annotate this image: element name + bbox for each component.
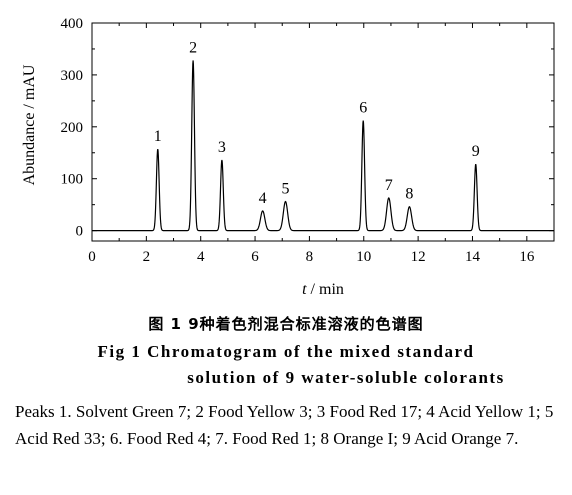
peak-label: 3: [218, 139, 226, 156]
x-tick-label: 12: [411, 249, 426, 265]
x-tick-label: 0: [88, 249, 96, 265]
figure-caption-english-line1: Fig 1 Chromatogram of the mixed standard: [97, 342, 475, 361]
y-axis-label: Abundance / mAU: [21, 64, 38, 185]
x-tick-label: 8: [306, 249, 314, 265]
figure-caption-english-line2: solution of 9 water-soluble colorants: [187, 368, 505, 387]
peak-label: 6: [359, 100, 367, 117]
peak-label: 9: [472, 143, 480, 160]
peak-label: 2: [189, 39, 197, 56]
x-tick-label: 4: [197, 249, 205, 265]
x-axis-label-italic: t: [302, 281, 307, 298]
x-axis-label: t / min: [302, 281, 344, 298]
plot-frame: [91, 22, 555, 242]
y-tick-label: 0: [76, 224, 84, 240]
x-axis-label-unit: / min: [307, 281, 344, 298]
peak-label: 4: [259, 190, 267, 207]
x-tick-label: 14: [465, 249, 481, 265]
peak-labels: 1 2 3 45 6 78 9: [154, 39, 480, 207]
chromatogram-trace: [92, 60, 554, 232]
peak-label: 5: [281, 181, 289, 198]
y-tick-label: 300: [61, 68, 84, 84]
y-tick-label: 400: [61, 16, 84, 32]
x-tick-label: 2: [143, 249, 151, 265]
y-tick-label: 100: [61, 172, 84, 188]
peak-label: 8: [405, 186, 413, 203]
peaks-legend-note: Peaks 1. Solvent Green 7; 2 Food Yellow …: [15, 402, 554, 448]
figure-caption-chinese: 图 1 9种着色剂混合标准溶液的色谱图: [148, 315, 424, 333]
peak-label: 7: [385, 177, 393, 194]
x-tick-label: 16: [519, 249, 535, 265]
x-tick-label: 6: [251, 249, 259, 265]
peak-label: 1: [154, 128, 162, 145]
y-tick-label: 200: [61, 120, 84, 136]
x-tick-label: 10: [356, 249, 371, 265]
